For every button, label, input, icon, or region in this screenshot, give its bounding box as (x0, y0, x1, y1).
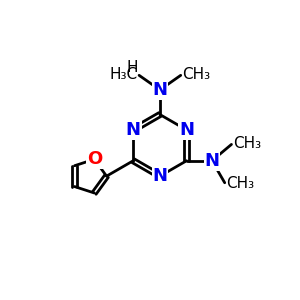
Text: H₃C: H₃C (110, 67, 138, 82)
Text: CH₃: CH₃ (233, 136, 261, 151)
Text: CH₃: CH₃ (182, 67, 210, 82)
Text: N: N (179, 121, 194, 139)
Text: N: N (152, 167, 167, 185)
Text: N: N (126, 121, 141, 139)
Text: N: N (152, 81, 167, 99)
Text: H: H (126, 60, 138, 75)
Text: CH₃: CH₃ (226, 176, 254, 191)
Text: N: N (205, 152, 220, 170)
Text: O: O (87, 150, 102, 168)
